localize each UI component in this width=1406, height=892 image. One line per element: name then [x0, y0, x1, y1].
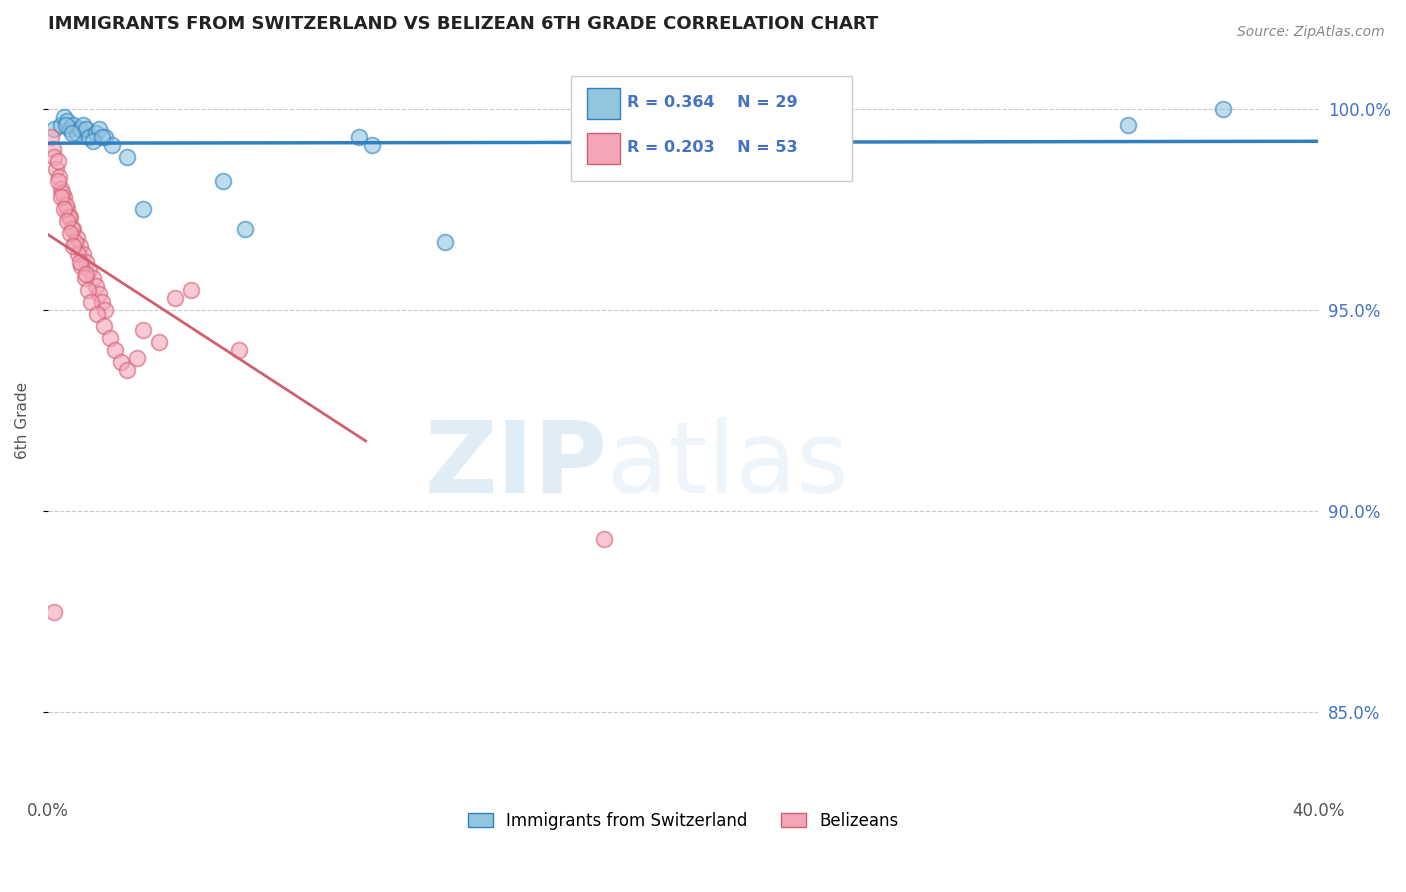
Text: R = 0.203    N = 53: R = 0.203 N = 53: [627, 140, 797, 155]
Point: [132, 202, 155, 217]
Point: [87, 122, 110, 136]
Point: [349, 130, 371, 145]
Point: [48, 170, 70, 185]
Point: [75, 254, 97, 268]
Point: [66, 230, 89, 244]
Point: [52, 190, 75, 204]
Point: [51, 186, 73, 201]
Point: [94, 302, 117, 317]
Point: [62, 222, 84, 236]
Point: [87, 286, 110, 301]
Point: [44, 605, 66, 619]
Point: [66, 126, 89, 140]
Point: [44, 150, 66, 164]
Point: [233, 222, 256, 236]
Point: [211, 174, 233, 188]
Point: [60, 126, 83, 140]
Point: [73, 270, 96, 285]
Point: [117, 363, 139, 377]
Point: [1116, 118, 1139, 132]
Point: [59, 227, 82, 241]
Point: [91, 130, 114, 145]
Point: [59, 122, 82, 136]
Text: IMMIGRANTS FROM SWITZERLAND VS BELIZEAN 6TH GRADE CORRELATION CHART: IMMIGRANTS FROM SWITZERLAND VS BELIZEAN …: [48, 15, 879, 33]
Point: [62, 118, 84, 132]
Point: [592, 533, 614, 547]
Text: R = 0.364    N = 29: R = 0.364 N = 29: [627, 95, 797, 111]
Point: [46, 154, 69, 169]
Point: [55, 118, 77, 132]
Point: [361, 138, 384, 153]
Point: [42, 142, 65, 156]
Point: [55, 198, 77, 212]
FancyBboxPatch shape: [586, 88, 620, 120]
Point: [46, 174, 69, 188]
Point: [49, 182, 72, 196]
Point: [39, 130, 62, 145]
Point: [100, 138, 122, 153]
FancyBboxPatch shape: [571, 76, 852, 181]
Point: [110, 355, 132, 369]
Point: [84, 278, 107, 293]
Point: [52, 110, 75, 124]
Point: [76, 283, 98, 297]
Point: [125, 351, 148, 366]
Point: [58, 211, 80, 225]
Point: [86, 307, 108, 321]
Point: [434, 235, 457, 249]
Legend: Immigrants from Switzerland, Belizeans: Immigrants from Switzerland, Belizeans: [461, 805, 905, 837]
Point: [62, 238, 84, 252]
Point: [70, 259, 93, 273]
Point: [45, 162, 67, 177]
Point: [180, 283, 202, 297]
Point: [82, 134, 104, 148]
Point: [80, 294, 103, 309]
Point: [60, 222, 83, 236]
Point: [84, 126, 107, 140]
Point: [56, 202, 79, 217]
Point: [228, 343, 250, 358]
Point: [75, 267, 97, 281]
Point: [132, 323, 155, 337]
Point: [59, 211, 82, 225]
Y-axis label: 6th Grade: 6th Grade: [15, 382, 30, 459]
Point: [165, 291, 187, 305]
Point: [49, 190, 72, 204]
Text: atlas: atlas: [607, 417, 849, 514]
Point: [79, 262, 101, 277]
Point: [52, 202, 75, 217]
Point: [69, 238, 91, 252]
FancyBboxPatch shape: [586, 133, 620, 164]
Point: [69, 122, 91, 136]
Point: [63, 235, 86, 249]
Point: [69, 254, 91, 268]
Point: [72, 118, 94, 132]
Point: [91, 294, 114, 309]
Point: [79, 130, 101, 145]
Point: [117, 150, 139, 164]
Point: [67, 246, 90, 260]
Point: [49, 118, 72, 132]
Point: [56, 214, 79, 228]
Point: [75, 122, 97, 136]
Point: [82, 270, 104, 285]
Point: [94, 130, 117, 145]
Point: [44, 122, 66, 136]
Point: [98, 331, 121, 345]
Point: [56, 113, 79, 128]
Point: [104, 343, 127, 358]
Text: ZIP: ZIP: [425, 417, 607, 514]
Point: [735, 126, 758, 140]
Point: [1212, 102, 1234, 116]
Point: [72, 246, 94, 260]
Point: [148, 335, 170, 350]
Text: Source: ZipAtlas.com: Source: ZipAtlas.com: [1237, 25, 1385, 39]
Point: [93, 318, 115, 333]
